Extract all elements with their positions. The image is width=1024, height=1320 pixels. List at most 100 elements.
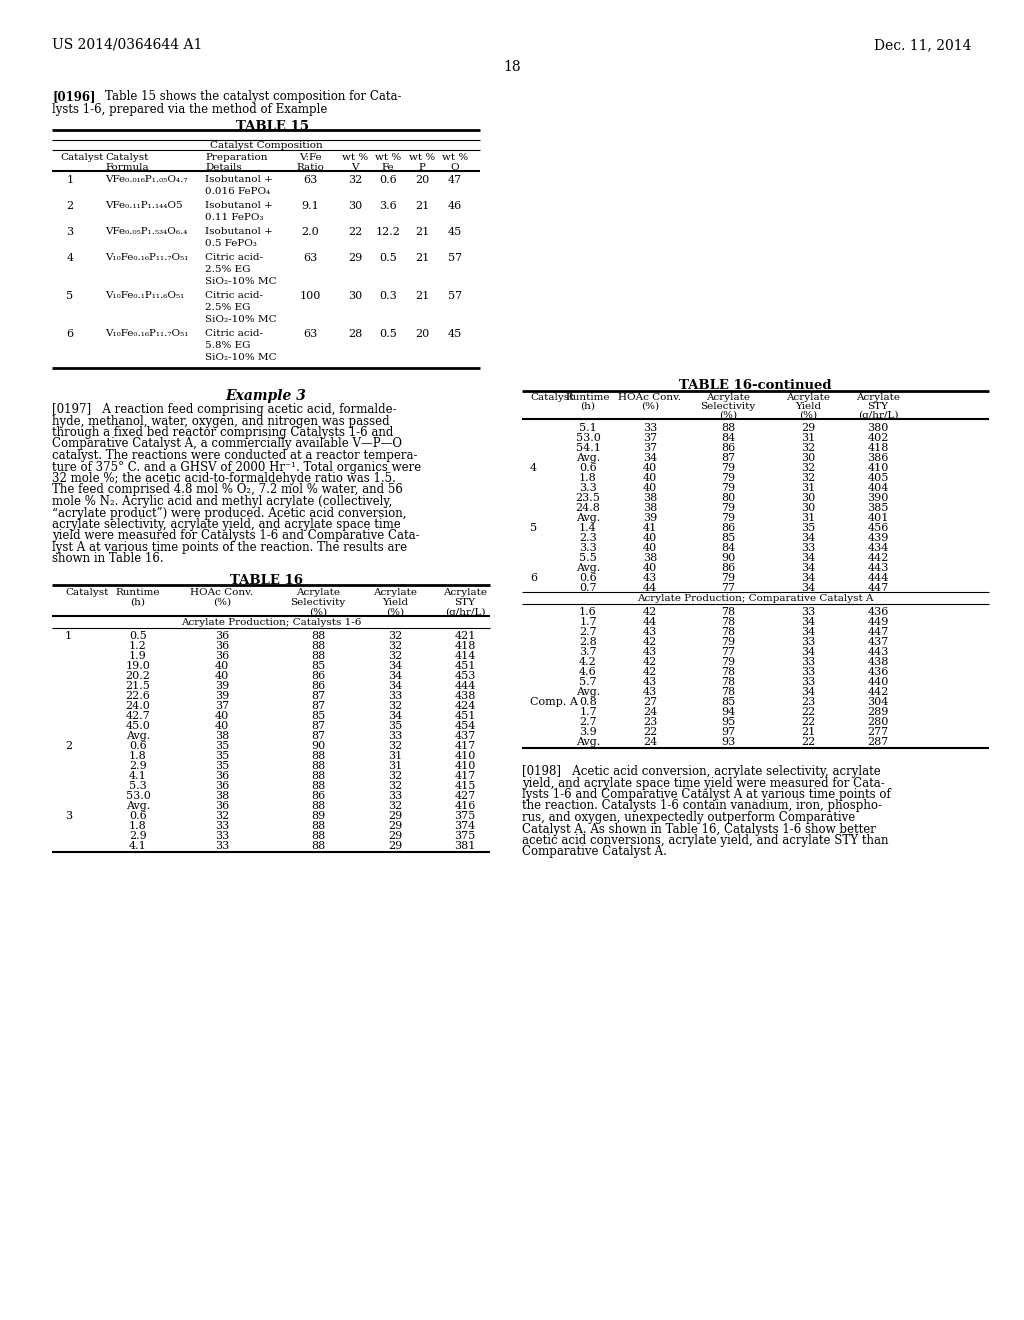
Text: 39: 39 bbox=[643, 513, 657, 523]
Text: 9.1: 9.1 bbox=[301, 201, 318, 211]
Text: Yield: Yield bbox=[382, 598, 408, 607]
Text: 416: 416 bbox=[455, 801, 476, 810]
Text: 20.2: 20.2 bbox=[126, 671, 151, 681]
Text: 54.1: 54.1 bbox=[575, 444, 600, 453]
Text: 79: 79 bbox=[721, 503, 735, 513]
Text: 32: 32 bbox=[388, 781, 402, 791]
Text: 20: 20 bbox=[415, 329, 429, 339]
Text: Acrylate: Acrylate bbox=[373, 587, 417, 597]
Text: 444: 444 bbox=[867, 573, 889, 583]
Text: 88: 88 bbox=[311, 841, 326, 851]
Text: (%): (%) bbox=[386, 609, 404, 616]
Text: (%): (%) bbox=[309, 609, 327, 616]
Text: 5: 5 bbox=[530, 523, 538, 533]
Text: 287: 287 bbox=[867, 737, 889, 747]
Text: 3.3: 3.3 bbox=[580, 543, 597, 553]
Text: (g/hr/L): (g/hr/L) bbox=[444, 609, 485, 618]
Text: Catalyst: Catalyst bbox=[105, 153, 148, 162]
Text: 451: 451 bbox=[455, 711, 476, 721]
Text: 90: 90 bbox=[311, 741, 326, 751]
Text: 79: 79 bbox=[721, 573, 735, 583]
Text: 24.8: 24.8 bbox=[575, 503, 600, 513]
Text: 100: 100 bbox=[299, 290, 321, 301]
Text: Catalyst Composition: Catalyst Composition bbox=[210, 141, 323, 150]
Text: acrylate selectivity, acrylate yield, and acrylate space time: acrylate selectivity, acrylate yield, an… bbox=[52, 517, 400, 531]
Text: 88: 88 bbox=[311, 781, 326, 791]
Text: 410: 410 bbox=[455, 762, 476, 771]
Text: 40: 40 bbox=[215, 661, 229, 671]
Text: 0.6: 0.6 bbox=[129, 741, 146, 751]
Text: 35: 35 bbox=[388, 721, 402, 731]
Text: 438: 438 bbox=[455, 690, 476, 701]
Text: 85: 85 bbox=[721, 697, 735, 708]
Text: 33: 33 bbox=[215, 821, 229, 832]
Text: 47: 47 bbox=[447, 176, 462, 185]
Text: 417: 417 bbox=[455, 741, 475, 751]
Text: 86: 86 bbox=[721, 523, 735, 533]
Text: 21.5: 21.5 bbox=[126, 681, 151, 690]
Text: Acrylate Production; Comparative Catalyst A: Acrylate Production; Comparative Catalys… bbox=[637, 594, 873, 603]
Text: 1.8: 1.8 bbox=[129, 751, 146, 762]
Text: 79: 79 bbox=[721, 638, 735, 647]
Text: 22: 22 bbox=[801, 737, 815, 747]
Text: 401: 401 bbox=[867, 513, 889, 523]
Text: 44: 44 bbox=[643, 583, 657, 593]
Text: 436: 436 bbox=[867, 607, 889, 616]
Text: 21: 21 bbox=[415, 227, 429, 238]
Text: 34: 34 bbox=[801, 553, 815, 564]
Text: 0.8: 0.8 bbox=[580, 697, 597, 708]
Text: 1.8: 1.8 bbox=[580, 473, 597, 483]
Text: 46: 46 bbox=[447, 201, 462, 211]
Text: 2.0: 2.0 bbox=[301, 227, 318, 238]
Text: 442: 442 bbox=[867, 553, 889, 564]
Text: 385: 385 bbox=[867, 503, 889, 513]
Text: 3.7: 3.7 bbox=[580, 647, 597, 657]
Text: 33: 33 bbox=[215, 841, 229, 851]
Text: 84: 84 bbox=[721, 543, 735, 553]
Text: 94: 94 bbox=[721, 708, 735, 717]
Text: 32 mole %; the acetic acid-to-formaldehyde ratio was 1.5.: 32 mole %; the acetic acid-to-formaldehy… bbox=[52, 473, 396, 484]
Text: 3.3: 3.3 bbox=[580, 483, 597, 492]
Text: Example 3: Example 3 bbox=[225, 389, 306, 403]
Text: 6: 6 bbox=[67, 329, 74, 339]
Text: 0.11 FePO₃: 0.11 FePO₃ bbox=[205, 213, 263, 222]
Text: 43: 43 bbox=[643, 573, 657, 583]
Text: 0.6: 0.6 bbox=[580, 573, 597, 583]
Text: 3.9: 3.9 bbox=[580, 727, 597, 737]
Text: 97: 97 bbox=[721, 727, 735, 737]
Text: 40: 40 bbox=[215, 711, 229, 721]
Text: 3: 3 bbox=[65, 810, 72, 821]
Text: 63: 63 bbox=[303, 176, 317, 185]
Text: Comp. A: Comp. A bbox=[530, 697, 578, 708]
Text: Dec. 11, 2014: Dec. 11, 2014 bbox=[874, 38, 972, 51]
Text: Citric acid-: Citric acid- bbox=[205, 290, 263, 300]
Text: Table 15 shows the catalyst composition for Cata-: Table 15 shows the catalyst composition … bbox=[105, 90, 401, 103]
Text: 44: 44 bbox=[643, 616, 657, 627]
Text: Yield: Yield bbox=[795, 403, 821, 411]
Text: 78: 78 bbox=[721, 667, 735, 677]
Text: Runtime: Runtime bbox=[565, 393, 610, 403]
Text: 439: 439 bbox=[867, 533, 889, 543]
Text: 30: 30 bbox=[801, 503, 815, 513]
Text: 43: 43 bbox=[643, 627, 657, 638]
Text: 34: 34 bbox=[643, 453, 657, 463]
Text: Catalyst A. As shown in Table 16, Catalysts 1-6 show better: Catalyst A. As shown in Table 16, Cataly… bbox=[522, 822, 876, 836]
Text: 34: 34 bbox=[801, 616, 815, 627]
Text: 37: 37 bbox=[215, 701, 229, 711]
Text: 424: 424 bbox=[455, 701, 476, 711]
Text: 442: 442 bbox=[867, 686, 889, 697]
Text: 78: 78 bbox=[721, 677, 735, 686]
Text: 4: 4 bbox=[67, 253, 74, 263]
Text: 2.7: 2.7 bbox=[580, 717, 597, 727]
Text: 33: 33 bbox=[215, 832, 229, 841]
Text: 21: 21 bbox=[415, 290, 429, 301]
Text: 23.5: 23.5 bbox=[575, 492, 600, 503]
Text: 375: 375 bbox=[455, 832, 475, 841]
Text: 36: 36 bbox=[215, 651, 229, 661]
Text: 41: 41 bbox=[643, 523, 657, 533]
Text: 33: 33 bbox=[801, 677, 815, 686]
Text: 40: 40 bbox=[643, 483, 657, 492]
Text: 88: 88 bbox=[311, 762, 326, 771]
Text: 34: 34 bbox=[388, 661, 402, 671]
Text: 22: 22 bbox=[348, 227, 362, 238]
